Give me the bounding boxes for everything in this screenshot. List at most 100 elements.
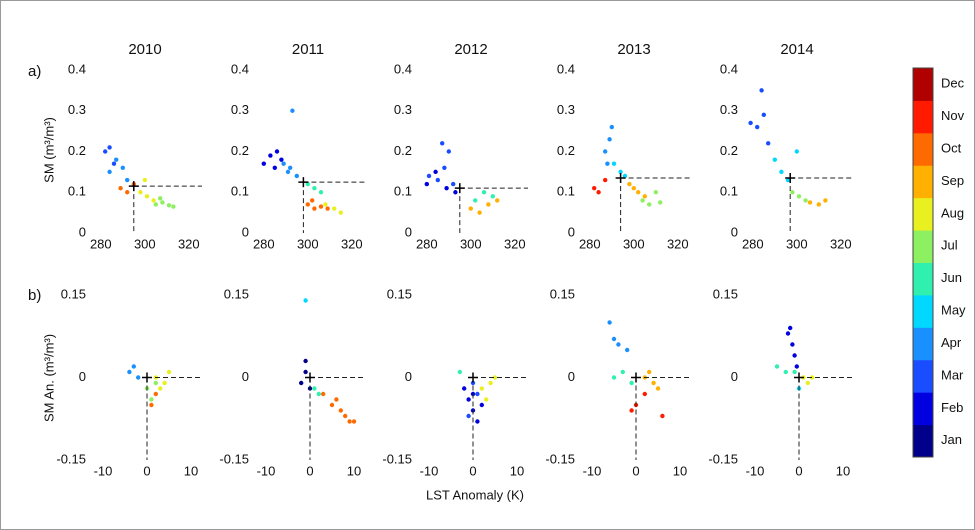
point	[329, 402, 335, 408]
point	[318, 190, 324, 195]
y-tick-label: 0.4	[557, 61, 575, 76]
point	[334, 397, 339, 402]
point	[495, 198, 500, 203]
point	[153, 391, 158, 397]
colorbar-segment	[913, 100, 933, 134]
y-tick-label: 0.4	[720, 61, 738, 76]
point	[318, 204, 324, 209]
x-tick-label: 280	[416, 236, 438, 251]
point	[611, 336, 617, 342]
y-tick-label: -0.15	[219, 451, 249, 466]
point	[158, 196, 163, 201]
y-tick-label: 0	[731, 224, 738, 239]
point	[625, 347, 630, 353]
point	[440, 141, 445, 146]
point	[125, 190, 130, 195]
x-tick-label: 10	[673, 463, 687, 478]
y-tick-label: 0	[405, 369, 412, 384]
point	[321, 391, 326, 397]
point	[426, 173, 432, 179]
point	[127, 369, 132, 375]
point	[261, 161, 266, 166]
x-tick-label: 10	[184, 463, 198, 478]
colorbar-frame	[912, 67, 934, 458]
point	[794, 364, 799, 369]
point	[347, 419, 352, 424]
y-tick-label: 0.3	[557, 102, 575, 117]
x-tick-label: 300	[297, 236, 319, 251]
point	[166, 203, 172, 208]
colorbar-label: Dec	[941, 76, 965, 91]
point	[473, 198, 478, 203]
point	[446, 149, 451, 154]
point	[596, 190, 601, 195]
x-tick-label: 10	[836, 463, 850, 478]
y-tick-label: 0.15	[61, 286, 86, 301]
point	[144, 194, 150, 199]
point	[138, 190, 143, 195]
point	[603, 149, 608, 154]
point	[162, 380, 167, 386]
point	[490, 194, 495, 199]
point	[792, 369, 797, 375]
point	[457, 369, 462, 375]
x-tick-label: 300	[786, 236, 808, 251]
x-tick-label: 0	[632, 463, 639, 478]
point	[466, 413, 471, 419]
colorbar-label: Oct	[941, 140, 962, 155]
point	[792, 353, 797, 358]
colorbar-segment	[913, 294, 933, 328]
point	[312, 206, 317, 211]
point	[285, 169, 291, 175]
point	[629, 380, 634, 386]
colorbar-label: Mar	[941, 367, 964, 382]
y-tick-label: 0.15	[224, 286, 249, 301]
y-tick-label: 0	[568, 369, 575, 384]
x-tick-label: 300	[460, 236, 482, 251]
y-tick-label: 0.1	[68, 184, 86, 199]
colorbar-label: Jun	[941, 270, 962, 285]
y-tick-label: 0.3	[394, 102, 412, 117]
y-tick-label: 0.2	[68, 143, 86, 158]
point	[125, 177, 130, 183]
point	[444, 185, 449, 191]
point	[759, 88, 764, 93]
point	[158, 386, 163, 391]
y-tick-label: 0.15	[550, 286, 575, 301]
point	[794, 149, 799, 154]
y-tick-label: 0.15	[713, 286, 738, 301]
x-tick-label: 0	[469, 463, 476, 478]
point	[611, 161, 617, 166]
y-tick-label: -0.15	[545, 451, 575, 466]
point	[343, 413, 348, 419]
point	[772, 157, 777, 162]
point	[607, 137, 612, 142]
point	[142, 177, 147, 183]
y-tick-label: 0	[242, 369, 249, 384]
colorbar-label: Aug	[941, 205, 964, 220]
point	[790, 342, 795, 347]
reference-marker	[615, 172, 626, 183]
point	[136, 375, 141, 380]
point	[766, 141, 771, 146]
x-tick-label: 320	[341, 236, 363, 251]
point	[305, 202, 310, 207]
point	[486, 202, 491, 207]
point	[151, 198, 156, 203]
point	[268, 153, 273, 158]
x-tick-label: 10	[347, 463, 361, 478]
point	[622, 173, 628, 179]
y-tick-label: 0.1	[720, 184, 738, 199]
reference-marker	[794, 372, 804, 383]
x-tick-label: -10	[420, 463, 439, 478]
x-tick-label: 0	[795, 463, 802, 478]
y-tick-label: 0.2	[394, 143, 412, 158]
reference-marker	[454, 183, 465, 194]
point	[640, 198, 645, 203]
x-tick-label: -10	[583, 463, 602, 478]
point	[451, 181, 456, 187]
point	[481, 190, 487, 195]
point	[592, 185, 597, 191]
point	[323, 202, 328, 207]
point	[305, 181, 310, 187]
